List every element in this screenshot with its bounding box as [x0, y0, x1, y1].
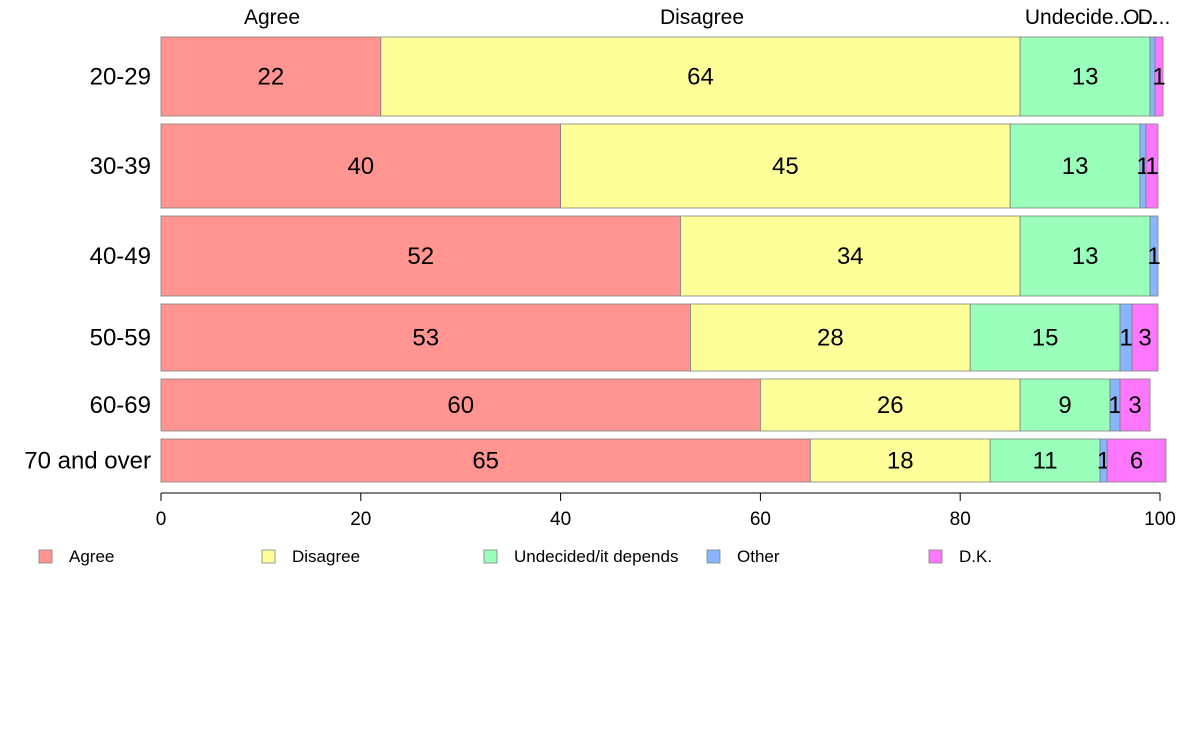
data-label: 45	[772, 153, 799, 180]
bar-segment	[160, 378, 761, 432]
data-label: 1	[1145, 153, 1158, 180]
data-label: 52	[407, 243, 434, 270]
data-label: 26	[877, 392, 904, 419]
bar-segment	[760, 378, 1021, 432]
data-label: 1	[1119, 325, 1132, 352]
data-label: 13	[1072, 64, 1099, 91]
x-tick-label: 100	[1144, 509, 1176, 530]
data-label: 9	[1058, 392, 1071, 419]
bar-segment	[989, 438, 1101, 483]
data-label: 6	[1130, 448, 1143, 475]
bar-segment	[380, 36, 1021, 117]
bar-segment	[1131, 303, 1159, 372]
data-label: 34	[837, 243, 864, 270]
bar-segment	[160, 303, 691, 372]
legend-swatch	[706, 549, 721, 564]
bar-segment	[969, 303, 1121, 372]
data-label: 3	[1128, 392, 1141, 419]
bar-segment	[1154, 36, 1164, 117]
category-label: 50-59	[90, 325, 151, 352]
legend-swatch	[928, 549, 943, 564]
legend-swatch	[261, 549, 276, 564]
data-label: 1	[1147, 243, 1160, 270]
legend-label: D.K.	[959, 547, 992, 566]
x-tick-label: 80	[950, 509, 971, 530]
bar-segment	[160, 123, 562, 209]
data-label: 1	[1108, 392, 1121, 419]
data-label: 1	[1152, 64, 1165, 91]
bar-segment	[690, 303, 971, 372]
data-label: 13	[1072, 243, 1099, 270]
category-label: 30-39	[90, 153, 151, 180]
bar-segment	[1019, 215, 1151, 297]
legend-label: Undecided/it depends	[514, 547, 678, 566]
data-label: 53	[412, 325, 439, 352]
category-label: 40-49	[90, 243, 151, 270]
legend-swatch	[483, 549, 498, 564]
x-tick-label: 0	[156, 509, 167, 530]
category-label: 20-29	[90, 64, 151, 91]
data-label: 65	[472, 448, 499, 475]
data-label: 3	[1138, 325, 1151, 352]
category-label: 70 and over	[24, 448, 151, 475]
bar-segment	[1145, 123, 1159, 209]
bar-segment	[560, 123, 1011, 209]
column-label: Disagree	[660, 6, 744, 29]
column-label: O...	[1123, 6, 1157, 29]
data-label: 40	[347, 153, 374, 180]
x-tick-label: 40	[550, 509, 571, 530]
column-label: Undecide...	[1025, 6, 1131, 29]
bar-segment	[160, 215, 681, 297]
data-label: 22	[258, 64, 285, 91]
legend-label: Disagree	[292, 547, 360, 566]
bar-segment	[680, 215, 1021, 297]
bar-segment	[1019, 378, 1111, 432]
bar-segment	[809, 438, 991, 483]
legend-swatch	[38, 549, 53, 564]
legend-label: Other	[737, 547, 780, 566]
data-label: 60	[447, 392, 474, 419]
data-label: 11	[1033, 448, 1058, 475]
legend-label: Agree	[69, 547, 114, 566]
category-label: 60-69	[90, 392, 151, 419]
bar-segment	[1106, 438, 1167, 483]
x-tick-label: 20	[350, 509, 371, 530]
data-label: 15	[1032, 325, 1059, 352]
bar-segment	[1009, 123, 1141, 209]
x-tick-label: 60	[750, 509, 771, 530]
data-label: 64	[687, 64, 714, 91]
bar-segment	[160, 438, 811, 483]
data-label: 18	[887, 448, 914, 475]
data-label: 13	[1062, 153, 1089, 180]
column-label: D...	[1138, 6, 1171, 29]
bar-segment	[1149, 215, 1159, 297]
column-label: Agree	[244, 6, 300, 29]
data-label: 28	[817, 325, 844, 352]
bar-segment	[1119, 378, 1151, 432]
